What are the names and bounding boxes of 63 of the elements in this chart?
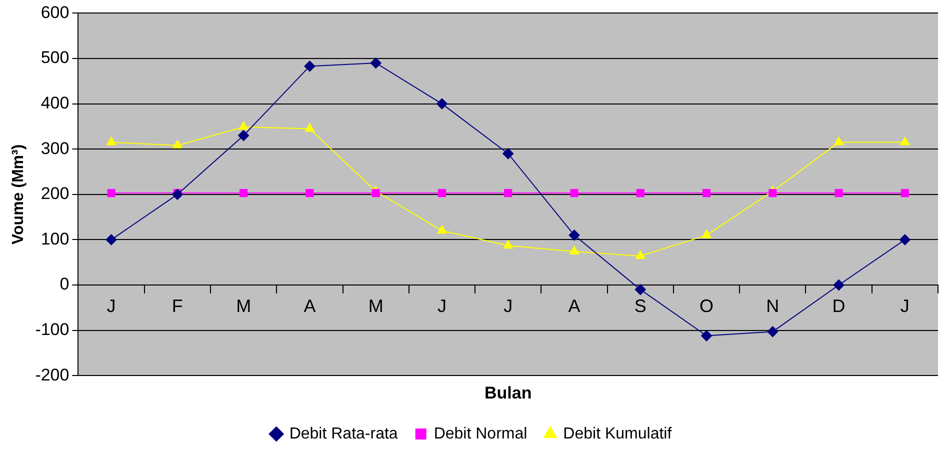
point xyxy=(372,189,380,198)
point xyxy=(503,240,513,249)
x-tick-label: J xyxy=(504,296,513,316)
point xyxy=(502,148,514,160)
y-tick-label: 100 xyxy=(40,229,70,248)
point xyxy=(701,330,712,342)
y-tick-label: 500 xyxy=(40,48,70,68)
y-tick-label: 400 xyxy=(40,93,70,112)
point xyxy=(304,60,316,72)
x-axis-title: Bulan xyxy=(484,383,532,402)
point xyxy=(370,58,382,69)
point xyxy=(569,246,580,254)
point xyxy=(172,188,183,200)
legend-label: Debit Normal xyxy=(434,425,528,442)
point xyxy=(106,234,117,246)
point xyxy=(238,130,250,142)
point xyxy=(437,225,447,234)
x-tick-label: O xyxy=(700,296,714,316)
point xyxy=(172,140,182,148)
x-tick-label: J xyxy=(106,296,116,316)
point xyxy=(634,284,646,296)
point xyxy=(438,189,446,198)
point xyxy=(436,98,448,110)
x-tick-label: M xyxy=(368,296,384,316)
y-axis-title: Voume (Mm³) xyxy=(10,144,28,244)
x-tick-label: M xyxy=(236,296,252,316)
point xyxy=(306,189,314,198)
legend-label: Debit Rata-rata xyxy=(289,425,398,442)
point xyxy=(570,189,578,198)
point xyxy=(568,230,580,241)
x-tick-label: A xyxy=(304,296,316,316)
y-tick-label: 200 xyxy=(40,184,70,204)
y-tick-label: -100 xyxy=(35,320,70,339)
point xyxy=(107,189,116,198)
point xyxy=(304,123,315,132)
point xyxy=(636,250,646,260)
legend-label: Debit Kumulatif xyxy=(563,425,672,442)
x-tick-label: J xyxy=(900,296,910,316)
x-tick-label: N xyxy=(766,296,780,316)
point xyxy=(834,136,844,146)
point xyxy=(106,136,116,146)
point xyxy=(768,189,777,198)
point xyxy=(702,189,711,198)
x-tick-label: J xyxy=(437,296,446,316)
point xyxy=(899,234,910,246)
x-tick-label: S xyxy=(634,296,646,316)
y-tick-label: 0 xyxy=(60,274,70,294)
point xyxy=(636,189,644,198)
y-tick-label: 300 xyxy=(40,138,70,158)
y-tick-label: -200 xyxy=(35,365,70,384)
point xyxy=(900,189,909,198)
point xyxy=(238,121,248,130)
x-tick-label: F xyxy=(172,296,183,316)
point xyxy=(833,280,844,290)
point xyxy=(240,189,248,198)
y-tick-label: 600 xyxy=(40,2,70,22)
point xyxy=(702,230,712,238)
point xyxy=(504,189,512,198)
x-tick-label: D xyxy=(832,296,846,316)
x-tick-label: A xyxy=(568,296,580,316)
point xyxy=(767,326,778,338)
point xyxy=(834,189,843,198)
point xyxy=(900,136,910,146)
